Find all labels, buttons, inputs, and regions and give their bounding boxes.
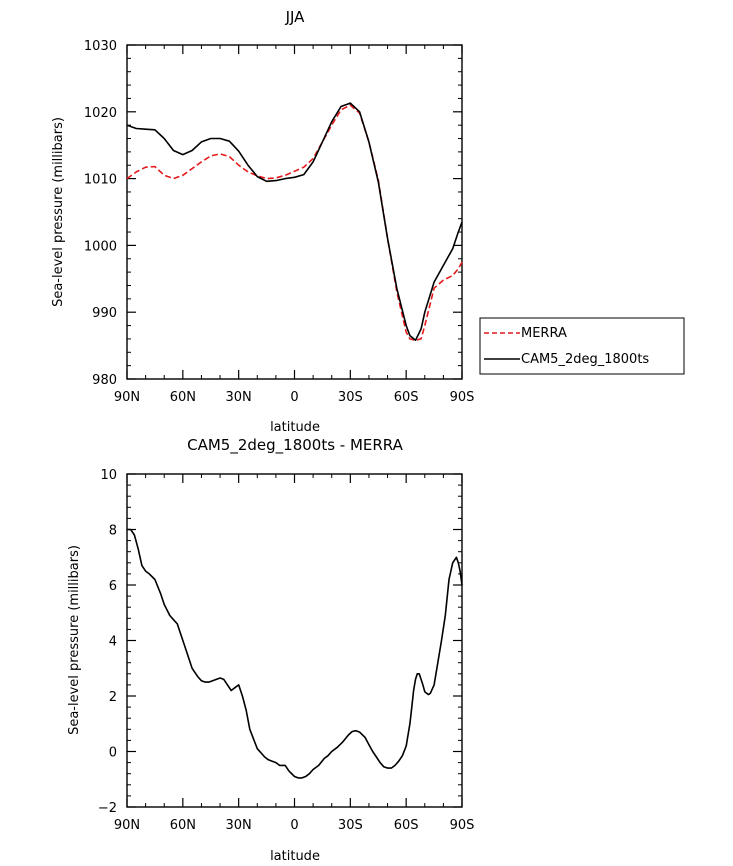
y-tick-label: 980 [92,373,117,388]
legend-cam5-label: CAM5_2deg_1800ts [521,352,649,367]
top-y-tick-labels: 980 990 1000 1010 1020 1030 [84,39,117,388]
top-y-axis-title: Sea-level pressure (millibars) [51,117,66,307]
y-tick-label: 1020 [84,106,117,121]
y-tick-label: 2 [109,690,117,705]
y-tick-label: 4 [109,635,117,650]
x-tick-label: 0 [290,390,298,405]
top-x-tick-labels: 90N 60N 30N 0 30S 60S 90S [114,390,475,405]
bottom-chart-title: CAM5_2deg_1800ts - MERRA [187,436,404,455]
series-line-cam5-2deg-1800ts-merra [127,528,463,779]
y-tick-label: 8 [109,524,117,539]
x-tick-label: 60S [394,818,419,833]
y-tick-label: 6 [109,579,117,594]
bottom-ticks [126,473,463,808]
series-line-merra [126,104,463,342]
bottom-chart: CAM5_2deg_1800ts - MERRA 90N 60N 30N 0 30S 60… [67,436,474,864]
top-chart-title: JJA [285,8,306,26]
y-tick-label: 0 [109,746,117,761]
top-x-axis-title: latitude [270,420,320,435]
x-tick-label: 90N [114,390,140,405]
series-line-cam5-2deg-1800ts [126,102,463,342]
y-tick-label: 1030 [84,39,117,54]
bottom-x-tick-labels: 90N 60N 30N 0 30S 60S 90S [114,818,475,833]
legend-box [479,317,685,375]
y-tick-label: −2 [98,801,117,816]
x-tick-label: 30S [338,390,363,405]
top-plot-frame [126,44,463,380]
top-chart: JJA 90N 60N 30N 0 30S 60S 90S 980 990 1000 1010 10… [51,8,474,435]
x-tick-label: 90N [114,818,140,833]
y-tick-label: 1010 [84,173,117,188]
bottom-x-axis-title: latitude [270,849,320,864]
x-tick-label: 90S [450,390,475,405]
bottom-series-lines [127,528,463,779]
x-tick-label: 60S [394,390,419,405]
x-tick-label: 30N [226,390,252,405]
bottom-y-tick-labels: −2 0 2 4 6 8 10 [98,468,117,816]
x-tick-label: 30S [338,818,363,833]
top-series-lines [126,102,463,342]
x-tick-label: 60N [170,818,196,833]
legend-merra-label: MERRA [521,326,567,341]
legend: MERRA CAM5_2deg_1800ts [479,317,685,375]
y-tick-label: 990 [92,306,117,321]
x-tick-label: 0 [290,818,298,833]
x-tick-label: 60N [170,390,196,405]
x-tick-label: 30N [226,818,252,833]
y-tick-label: 10 [100,468,117,483]
bottom-plot-frame [126,473,463,808]
bottom-y-axis-title: Sea-level pressure (millibars) [67,545,82,735]
x-tick-label: 90S [450,818,475,833]
y-tick-label: 1000 [84,239,117,254]
top-ticks [126,44,463,380]
